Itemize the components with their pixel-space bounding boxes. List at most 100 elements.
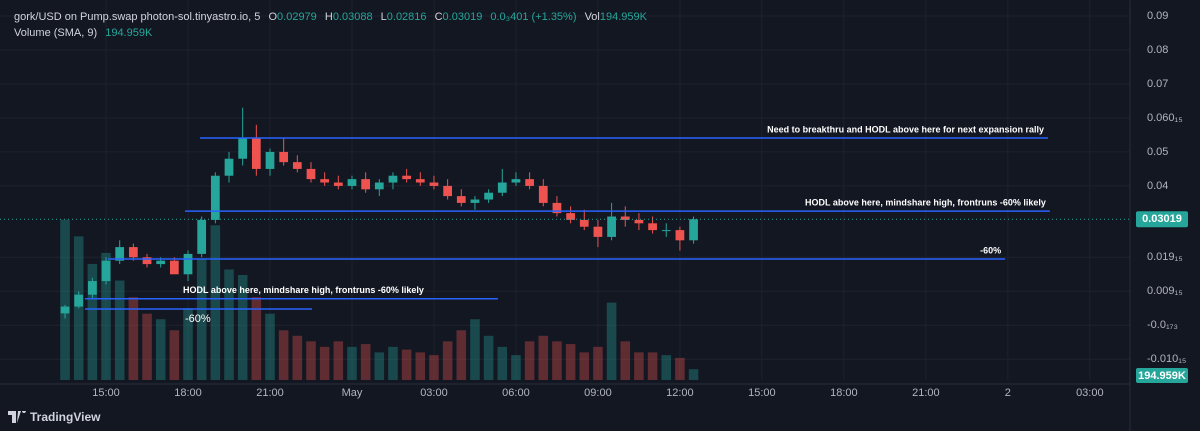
value: 0.03088 bbox=[332, 11, 373, 23]
value: 194.959K bbox=[105, 27, 153, 39]
volume-bar bbox=[155, 319, 166, 380]
legend-row: gork/USD on Pump.swap photon-sol.tinyast… bbox=[14, 11, 647, 23]
logo bbox=[8, 411, 26, 423]
volume-bar bbox=[183, 308, 193, 380]
candle-body bbox=[142, 257, 152, 265]
candle-body bbox=[648, 223, 657, 231]
value: 0.02816 bbox=[386, 11, 427, 23]
volume-bar bbox=[169, 330, 180, 380]
candle-body bbox=[128, 247, 138, 258]
y-tick-label: 0.060₁₅ bbox=[1147, 112, 1183, 124]
volume-bar bbox=[483, 335, 494, 380]
candle-body bbox=[388, 175, 398, 183]
x-tick-label: 03:00 bbox=[420, 387, 448, 399]
volume-bar bbox=[292, 335, 303, 380]
volume-bar bbox=[511, 355, 521, 380]
x-tick-label: May bbox=[342, 387, 363, 399]
annotation-label: -60% bbox=[185, 313, 211, 325]
annotation-label: Need to breakthru and HODL above here fo… bbox=[767, 124, 1044, 134]
candle-body bbox=[197, 219, 207, 254]
candle-body bbox=[402, 175, 412, 180]
volume-bar bbox=[470, 319, 480, 380]
y-tick-label: 0.09 bbox=[1147, 10, 1168, 22]
x-tick-label: 15:00 bbox=[92, 387, 120, 399]
candle-body bbox=[675, 230, 685, 241]
x-tick-label: 03:00 bbox=[1076, 387, 1104, 399]
y-tick-label: 0.019₁₅ bbox=[1147, 251, 1183, 263]
branding: TradingView bbox=[8, 410, 100, 424]
candle-body bbox=[456, 196, 466, 203]
x-tick-label: 12:00 bbox=[666, 387, 694, 399]
volume-bar bbox=[620, 341, 631, 380]
candle-body bbox=[60, 306, 70, 314]
label: Vol bbox=[584, 11, 600, 23]
volume-bar bbox=[429, 355, 439, 380]
y-tick-label: 0.04 bbox=[1147, 180, 1168, 192]
volume-bar bbox=[333, 341, 344, 380]
y-tick-label: 0.05 bbox=[1147, 146, 1168, 158]
x-tick-label: 18:00 bbox=[174, 387, 202, 399]
volume-bar bbox=[128, 297, 139, 380]
volume-bar bbox=[647, 352, 658, 380]
label: C bbox=[434, 11, 443, 23]
y-tick-label: -0.0₁₇₃ bbox=[1147, 319, 1178, 331]
label: L bbox=[380, 11, 387, 23]
volume-bar bbox=[538, 335, 549, 380]
candle-body bbox=[210, 175, 220, 220]
volume-bar bbox=[251, 297, 262, 380]
candle-body bbox=[333, 182, 343, 186]
volume-badge bbox=[1136, 368, 1188, 383]
volume-bar bbox=[142, 313, 152, 380]
candle-body bbox=[443, 185, 452, 197]
volume-bar bbox=[388, 346, 398, 380]
candle-body bbox=[74, 294, 84, 307]
annotation-label: HODL above here, mindshare high, frontru… bbox=[183, 285, 424, 295]
volume-bar bbox=[265, 313, 275, 380]
study: Volume (SMA, 9) bbox=[14, 27, 98, 39]
volume-bar bbox=[552, 341, 562, 380]
candle-body bbox=[183, 253, 193, 275]
volume-bar bbox=[565, 344, 576, 380]
x-tick-label: 09:00 bbox=[584, 387, 612, 399]
candle-body bbox=[607, 216, 616, 237]
candle-body bbox=[538, 185, 548, 203]
volume-bar bbox=[688, 369, 699, 380]
candle-body bbox=[374, 182, 384, 190]
candle-body bbox=[320, 179, 330, 183]
candle-body bbox=[169, 260, 179, 275]
candle-body bbox=[566, 213, 575, 220]
volume-bar bbox=[278, 330, 289, 380]
candle-body bbox=[101, 260, 111, 282]
candle-body bbox=[156, 260, 166, 265]
volume-bar bbox=[661, 355, 672, 380]
price-badge bbox=[1136, 211, 1188, 228]
candle-body bbox=[511, 179, 521, 183]
candle-body bbox=[347, 179, 357, 186]
y-tick-label: 0.07 bbox=[1147, 78, 1168, 90]
volume-badge-label: 194.959K bbox=[1138, 370, 1186, 382]
brand: TradingView bbox=[30, 410, 101, 424]
volume-bar bbox=[101, 252, 111, 380]
volume-bar bbox=[114, 280, 125, 380]
candle-body bbox=[484, 192, 493, 200]
volume-bar bbox=[606, 302, 617, 380]
candle-body bbox=[279, 151, 289, 163]
change: 0.0₃401 (+1.35%) bbox=[490, 11, 577, 23]
candle-body bbox=[265, 151, 275, 169]
y-tick-label: -0.010₁₅ bbox=[1147, 353, 1186, 365]
volume-bar bbox=[360, 344, 371, 380]
volume-bar bbox=[374, 352, 385, 380]
volume-bar bbox=[524, 341, 535, 380]
x-tick-label: 21:00 bbox=[256, 387, 284, 399]
candle-body bbox=[115, 247, 125, 261]
annotation-label: HODL above here, mindshare high, frontru… bbox=[805, 197, 1046, 207]
value: 194.959K bbox=[599, 11, 647, 23]
candle-body bbox=[661, 230, 671, 232]
x-tick-label: 18:00 bbox=[830, 387, 858, 399]
candle-body bbox=[470, 199, 480, 203]
value: 0.03019 bbox=[442, 11, 483, 23]
volume-bar bbox=[415, 352, 426, 380]
volume-bar bbox=[347, 346, 357, 380]
x-tick-label: 21:00 bbox=[912, 387, 940, 399]
